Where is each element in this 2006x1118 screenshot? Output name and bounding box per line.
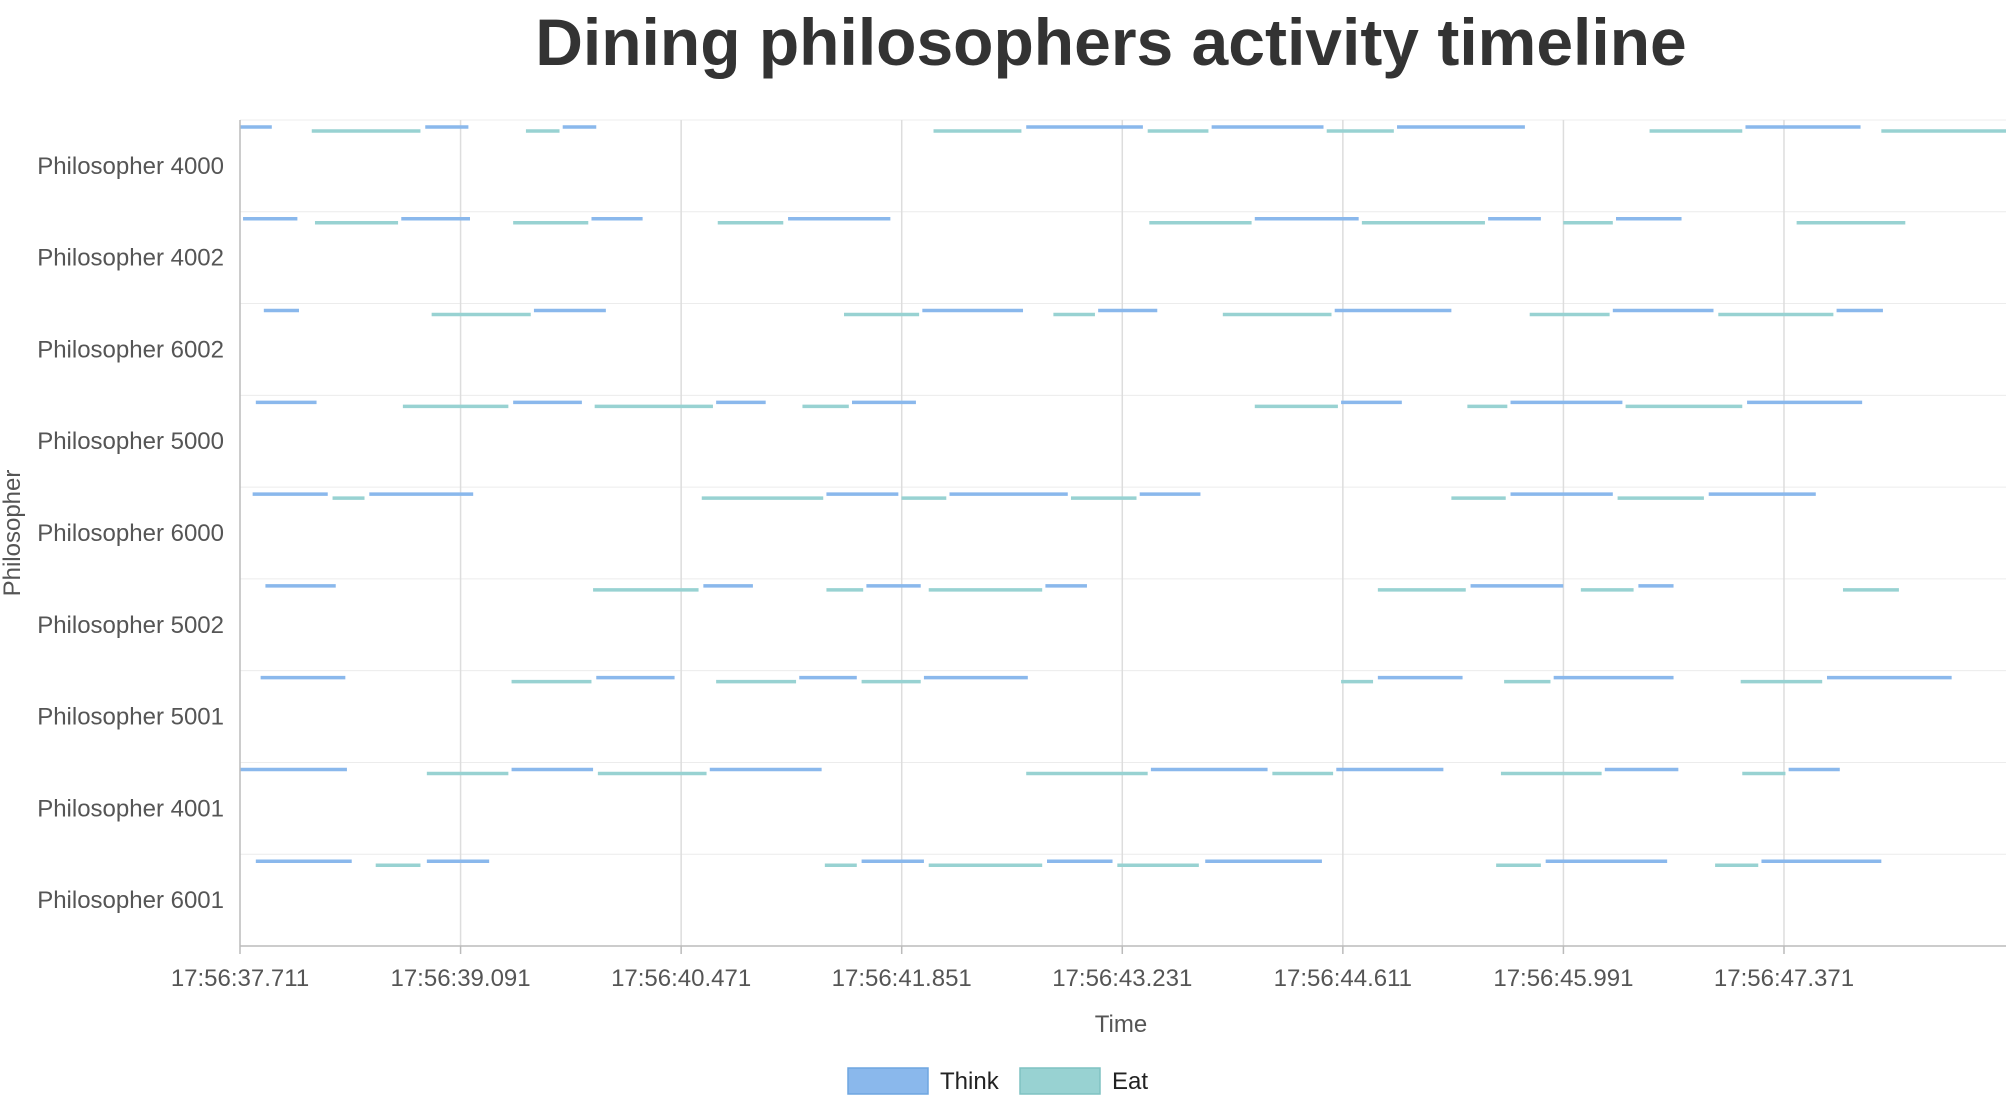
- x-axis-title: Time: [1095, 1011, 1147, 1038]
- y-row-label: Philosopher 5000: [37, 428, 224, 455]
- y-row-label: Philosopher 4001: [37, 795, 224, 822]
- eat-legend-label: Eat: [1112, 1068, 1148, 1095]
- axis-layer: 17:56:37.711 17:56:39.091 17:56:40.471 17:5…: [37, 120, 2006, 992]
- y-row-label: Philosopher 5002: [37, 612, 224, 639]
- grid-layer: [240, 119, 2006, 947]
- y-row-label: Philosopher 6002: [37, 336, 224, 363]
- x-tick-label: 17:56:47.371: [1714, 965, 1854, 992]
- x-tick-label: 17:56:45.991: [1493, 965, 1633, 992]
- y-row-label: Philosopher 5001: [37, 704, 224, 731]
- chart-title: Dining philosophers activity timeline: [535, 5, 1687, 79]
- y-axis-title: Philosopher: [0, 470, 26, 597]
- think-legend-swatch: [847, 1067, 929, 1095]
- bar-layer: [239, 125, 2006, 867]
- y-row-label: Philosopher 6000: [37, 520, 224, 547]
- legend: Think Eat: [847, 1067, 1148, 1095]
- x-tick-label: 17:56:44.611: [1274, 965, 1412, 992]
- x-tick-label: 17:56:39.091: [390, 965, 530, 992]
- y-row-label: Philosopher 6001: [37, 887, 224, 914]
- think-legend-label: Think: [940, 1068, 1000, 1095]
- x-tick-label: 17:56:43.231: [1052, 965, 1192, 992]
- x-tick-label: 17:56:41.851: [832, 965, 972, 992]
- eat-legend-swatch: [1019, 1067, 1101, 1095]
- x-tick-label: 17:56:40.471: [611, 965, 751, 992]
- y-row-label: Philosopher 4000: [37, 153, 224, 180]
- x-tick-label: 17:56:37.711: [171, 965, 309, 992]
- y-row-label: Philosopher 4002: [37, 245, 224, 272]
